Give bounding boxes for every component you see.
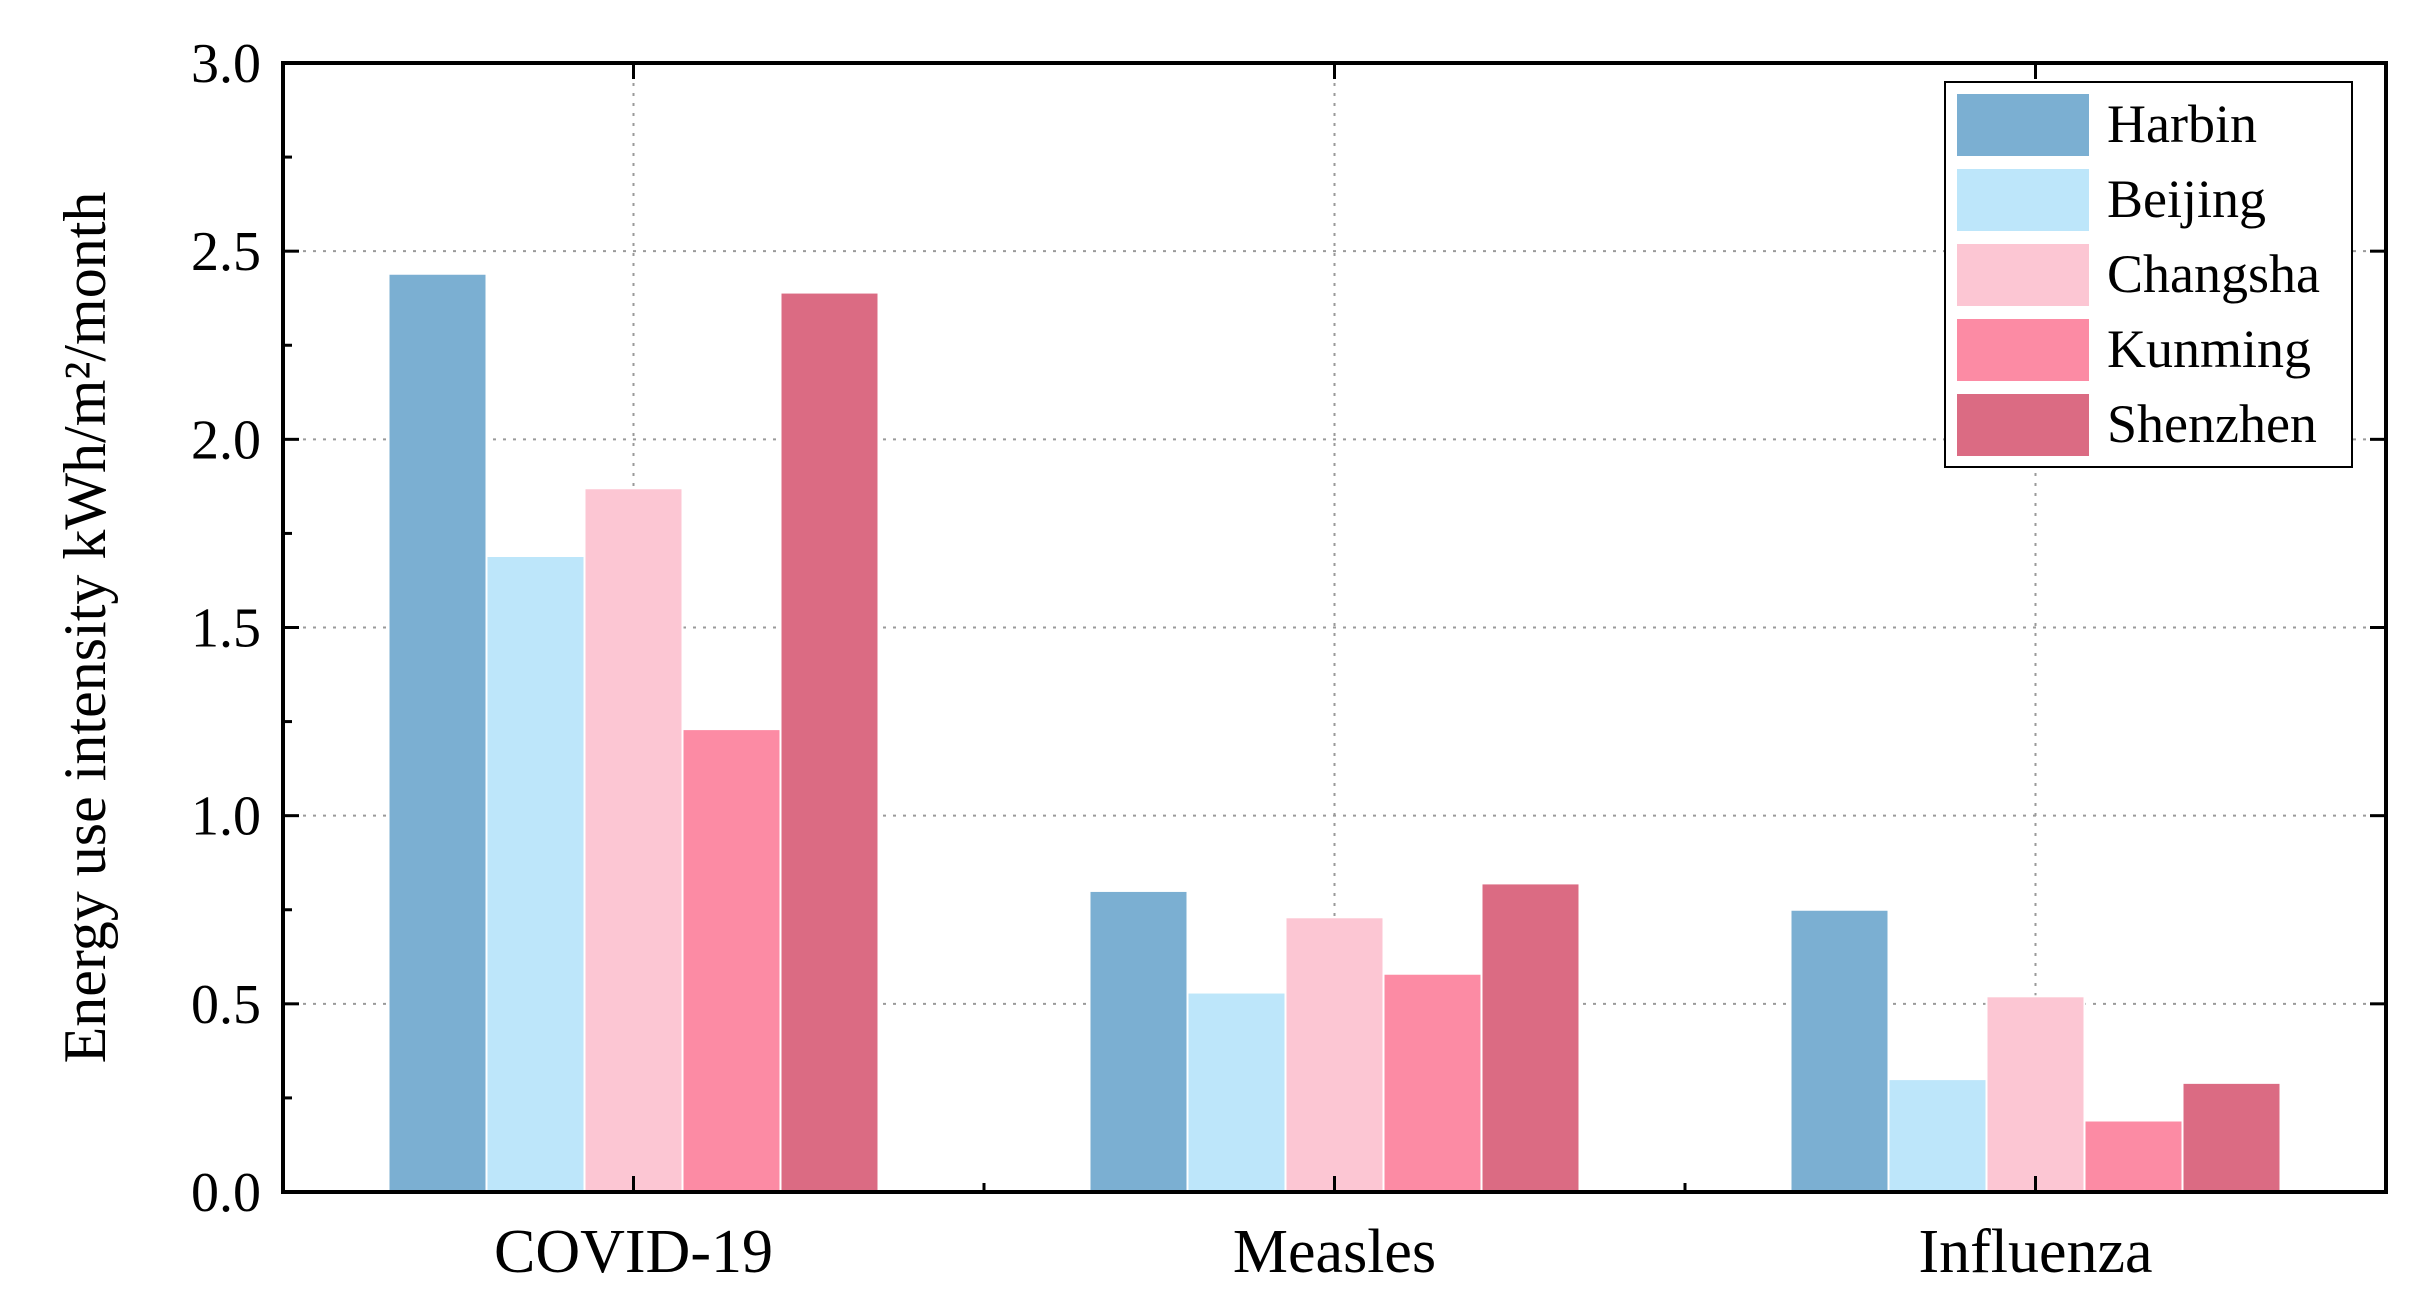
bar-changsha-covid-19 [583,487,684,1193]
bar-beijing-measles [1186,991,1287,1193]
bar-kunming-influenza [2083,1119,2184,1194]
y-tick-label: 3.0 [191,33,261,95]
x-tick-label: Measles [1233,1218,1436,1286]
bar-harbin-measles [1088,889,1189,1194]
bar-changsha-influenza [1985,995,2086,1193]
axis-ticks [283,61,2386,1194]
y-tick-label: 0.0 [191,1162,261,1224]
bars [387,272,2282,1194]
legend-label-changsha: Changsha [2107,244,2320,304]
bar-beijing-influenza [1887,1078,1988,1193]
bar-shenzhen-covid-19 [779,291,880,1193]
y-tick-label: 1.5 [191,598,261,660]
y-axis-title: Energy use intensity kWh/m²/month [52,192,118,1064]
legend-label-beijing: Beijing [2107,169,2266,229]
legend-swatch-kunming [1957,319,2089,381]
bar-harbin-influenza [1789,908,1890,1193]
y-tick-label: 2.5 [191,221,261,283]
legend-label-shenzhen: Shenzhen [2107,394,2317,454]
bar-shenzhen-measles [1480,882,1581,1193]
legend-label-harbin: Harbin [2107,94,2257,154]
bar-shenzhen-influenza [2181,1081,2282,1193]
bar-kunming-covid-19 [681,728,782,1193]
x-tick-label: COVID-19 [494,1218,773,1286]
bar-beijing-covid-19 [485,554,586,1193]
y-tick-label: 2.0 [191,409,261,471]
legend-label-kunming: Kunming [2107,319,2311,379]
legend-swatch-harbin [1957,94,2089,156]
y-tick-labels: 0.0 0.5 1.0 1.5 2.0 2.5 3.0 [191,33,261,1224]
x-tick-label: Influenza [1918,1218,2152,1286]
bar-changsha-measles [1284,916,1385,1193]
y-tick-label: 0.5 [191,974,261,1036]
legend-swatch-shenzhen [1957,394,2089,456]
bar-kunming-measles [1382,972,1483,1194]
y-tick-label: 1.0 [191,786,261,848]
legend-swatch-changsha [1957,244,2089,306]
legend-swatch-beijing [1957,169,2089,231]
x-tick-labels: COVID-19 Measles Influenza [494,1218,2153,1286]
legend: Harbin Beijing Changsha Kunming Shenzhen [1944,81,2353,468]
bar-harbin-covid-19 [387,272,488,1194]
